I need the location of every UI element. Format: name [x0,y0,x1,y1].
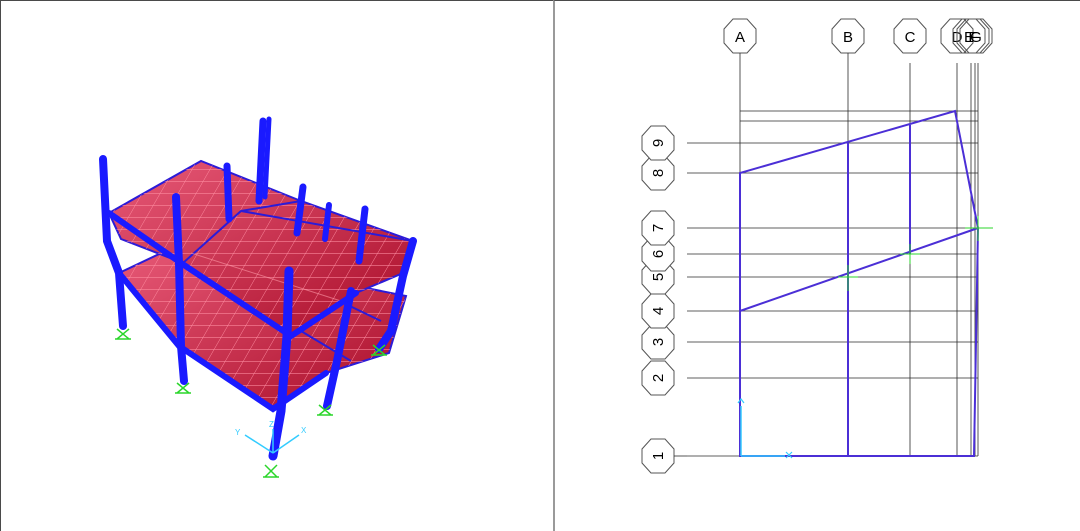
supports [115,328,387,478]
grid-bubble-c[interactable]: C [893,18,927,54]
svg-text:3: 3 [650,338,667,346]
origin-axes [737,398,793,459]
grid-bubble-g[interactable]: G [959,18,993,54]
svg-text:G: G [970,29,982,46]
svg-text:5: 5 [650,273,667,281]
axis-z-label: Z [269,420,274,429]
plan-view[interactable]: A B C D E F [553,0,1080,531]
grid-lines-x [739,63,979,456]
grid-bubble-1[interactable]: 1 [641,438,687,474]
svg-text:C: C [905,29,916,46]
grid-bubbles-x: A B C D E F [723,18,993,63]
grid-bubble-a[interactable]: A [723,18,757,63]
svg-text:6: 6 [650,250,667,258]
grid-bubble-7[interactable]: 7 [641,210,675,246]
grid-bubble-3[interactable]: 3 [641,324,675,360]
svg-text:9: 9 [650,139,667,147]
model-3d-canvas[interactable]: Y X Z [1,1,553,531]
svg-text:A: A [735,29,745,46]
grid-bubbles-y: 1 2 3 4 5 6 7 [641,125,687,474]
frame-columns [99,116,417,461]
floor-outline [739,109,980,457]
grid-bubble-8[interactable]: 8 [641,155,675,191]
svg-text:F: F [968,29,977,46]
svg-text:4: 4 [650,307,667,315]
svg-text:8: 8 [650,169,667,177]
axis-y-label: Y [235,428,241,437]
upper-slab [107,159,415,338]
plan-canvas[interactable]: A B C D E F [555,1,1080,531]
svg-text:2: 2 [650,374,667,382]
svg-text:1: 1 [650,452,667,460]
svg-text:7: 7 [650,224,667,232]
joint-markers [838,216,993,291]
grid-bubble-4[interactable]: 4 [641,293,675,329]
grid-bubble-9[interactable]: 9 [641,125,675,161]
axes-triad: Y X Z [235,420,307,454]
svg-text:B: B [843,29,853,46]
grid-lines-y [687,120,978,457]
svg-text:E: E [964,29,974,46]
model-3d-view[interactable]: Y X Z [0,0,553,531]
grid-bubble-b[interactable]: B [831,18,865,63]
grid-bubble-2[interactable]: 2 [641,360,675,396]
axis-x-label: X [301,426,307,435]
